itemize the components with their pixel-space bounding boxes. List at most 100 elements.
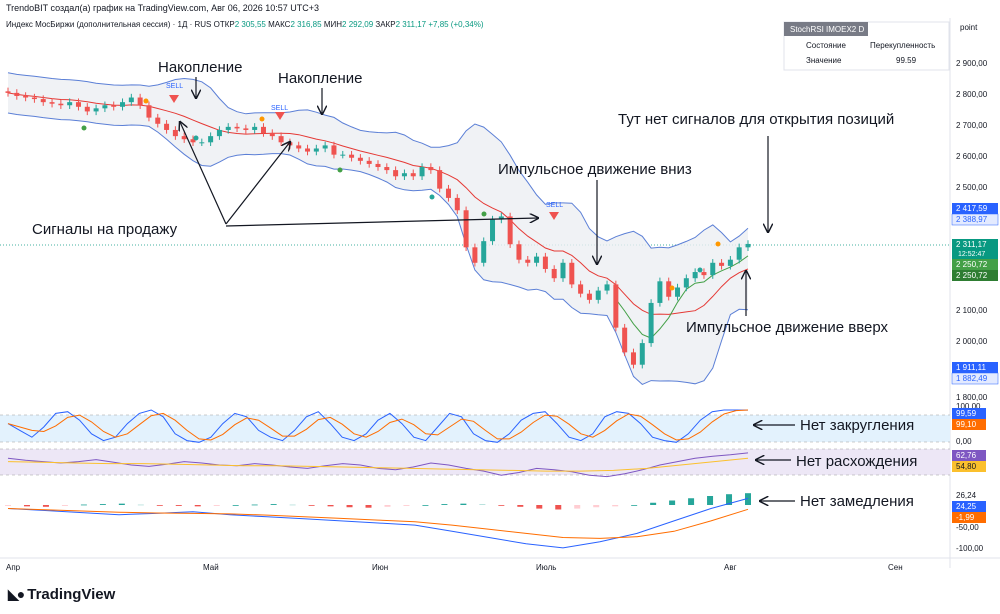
info-panel-title: StochRSI IMOEX2 D [790, 25, 864, 34]
candle-body [401, 173, 407, 177]
macd-signal-line [7, 508, 749, 539]
arrow-sell-3 [225, 218, 538, 227]
x-tick-jul: Июль [536, 563, 556, 572]
info-value-value: 99.59 [896, 56, 917, 65]
candle-body [128, 97, 134, 103]
candle-body [366, 160, 372, 164]
sell-tag-2: SELL [271, 105, 288, 112]
info-value-label: Значение [806, 56, 842, 65]
candle-body [745, 243, 751, 248]
candle-body [666, 281, 672, 297]
candle-body [252, 126, 258, 130]
close-value: 2 311,17 [395, 20, 427, 29]
macd-label: 24,25 [956, 502, 977, 511]
ma1-box [952, 259, 998, 270]
price-tick-2500: 2 500,00 [956, 183, 988, 192]
ma1-label: 2 250,72 [956, 260, 988, 269]
candle-body [657, 281, 663, 303]
macd-signal-label: -1,99 [956, 513, 975, 522]
time-axis: Апр Май Июн Июль Авг Сен [0, 557, 1000, 572]
tradingview-logo[interactable]: ◣● TradingView [8, 586, 115, 603]
ma2-box [952, 270, 998, 281]
macd-histogram-bar [5, 505, 11, 506]
macd-histogram-bar [688, 498, 695, 505]
macd-histogram-bar [118, 503, 125, 505]
candle-body [208, 136, 214, 143]
candle-body [525, 259, 531, 263]
candle-body [172, 129, 178, 137]
signal-dot-1 [143, 98, 149, 104]
candle-body [498, 216, 504, 220]
info-panel-header [784, 22, 868, 36]
candle-body [393, 170, 399, 177]
candle-body [155, 117, 161, 124]
macd-histogram-bar [707, 496, 714, 505]
stochrsi-k-line [7, 409, 749, 443]
macd-histogram-bar [194, 505, 201, 507]
credit-text: TrendoBIT создал(а) график на TradingVie… [6, 3, 320, 13]
candle-body [639, 343, 645, 365]
signal-markers [81, 95, 721, 291]
candle-body [305, 148, 311, 152]
candle-body [630, 352, 636, 365]
bb-lower2-box [951, 372, 999, 385]
stoch-d-label: 99,10 [956, 420, 977, 429]
macd-histogram-bar [745, 493, 751, 505]
low-value: 2 292,09 [342, 20, 374, 29]
price-tick-1800: 1 800,00 [956, 393, 988, 402]
candle-body [14, 92, 20, 96]
candle-body [164, 123, 170, 130]
candle-body [472, 247, 478, 263]
candle-body [551, 268, 557, 279]
macd-histogram-bar [42, 505, 49, 507]
candle-body [67, 102, 73, 106]
candle-body [199, 142, 205, 144]
macd-histogram-bar [441, 504, 448, 505]
candle-body [384, 167, 390, 171]
macd-histogram-bar [80, 504, 87, 506]
bb-upper-label: 2 417,59 [956, 204, 988, 213]
candle-body [490, 219, 496, 242]
stochrsi-band [0, 415, 950, 442]
bb-upper-box [952, 203, 998, 214]
moving-average-line [615, 255, 749, 339]
price-tick-2900: 2 900,00 [956, 59, 988, 68]
macd-histogram-bar [213, 505, 220, 506]
macd-histogram-bar [555, 505, 562, 510]
candle-body [84, 106, 90, 112]
bb-lower1-box [952, 362, 998, 373]
candle-body [613, 284, 619, 328]
arrow-sell-1 [180, 122, 227, 225]
signal-dot-7 [481, 211, 487, 217]
annotation-no-signals: Тут нет сигналов для открытия позиций [618, 111, 894, 128]
price-axis: 2 900,00 2 800,00 2 700,00 2 600,00 2 50… [956, 59, 988, 402]
candle-body [375, 163, 381, 168]
x-tick-apr: Апр [6, 563, 21, 572]
candle-body [49, 102, 55, 104]
candle-body [357, 157, 363, 161]
candle-body [120, 102, 126, 107]
ma2-label: 2 250,72 [956, 271, 988, 280]
macd-histogram-bar [23, 505, 30, 507]
signal-dot-6 [429, 194, 435, 200]
symbol-name[interactable]: Индекс МосБиржи (дополнительная сессия) … [6, 20, 212, 29]
signal-dot-5 [337, 167, 343, 173]
high-value: 2 316,85 [290, 20, 322, 29]
close-label: ЗАКР [375, 20, 396, 29]
candle-body [445, 188, 451, 198]
candle-body [93, 108, 99, 112]
rsi-line [7, 452, 749, 478]
x-tick-may: Май [203, 563, 219, 572]
macd-histogram-bar [612, 505, 619, 507]
candle-body [410, 173, 416, 177]
candle-body [340, 154, 346, 156]
macd-histogram-bar [384, 505, 391, 507]
candle-body [719, 262, 725, 266]
bb-lower1-label: 1 911,11 [956, 363, 987, 372]
candle-body [683, 278, 689, 288]
candle-body [595, 290, 601, 300]
countdown-label: 12:52:47 [958, 251, 985, 258]
macd-histogram-bar [726, 494, 733, 505]
bb-basis-label: 2 388,97 [956, 215, 988, 224]
